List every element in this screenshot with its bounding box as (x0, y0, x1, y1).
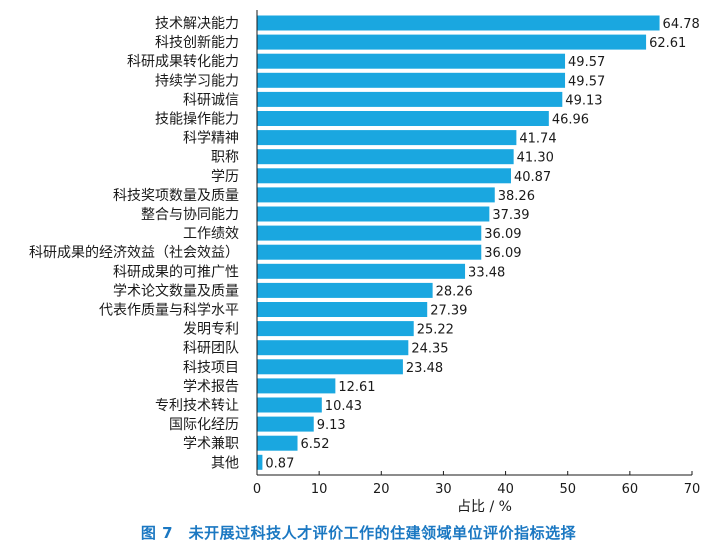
category-label: 发明专利 (183, 322, 239, 338)
bar-9 (257, 168, 511, 184)
bar-24 (257, 454, 263, 470)
bar-1 (257, 15, 660, 31)
category-label: 国际化经历 (169, 417, 239, 433)
category-label: 科研诚信 (183, 92, 239, 108)
value-label: 49.13 (565, 93, 602, 108)
value-label: 28.26 (436, 284, 473, 299)
bar-5 (257, 91, 563, 107)
value-label: 64.78 (663, 17, 700, 32)
bar-14 (257, 263, 466, 279)
x-ticks: 0 10 20 30 40 50 60 70 (253, 471, 700, 497)
category-label: 代表作质量与科学水平 (99, 303, 239, 319)
bar-20 (257, 378, 336, 394)
bar-16 (257, 302, 428, 317)
value-label: 10.43 (325, 399, 362, 414)
category-label: 科研成果的经济效益（社会效益） (29, 245, 239, 261)
value-label: 0.87 (265, 456, 294, 471)
value-label: 36.09 (484, 227, 521, 242)
x-axis-title: 占比 / % (457, 499, 512, 515)
value-label: 38.26 (498, 189, 535, 204)
value-label: 27.39 (430, 304, 467, 319)
value-label: 41.74 (519, 132, 556, 147)
bar-10 (257, 187, 495, 203)
category-label: 科学精神 (183, 131, 239, 147)
value-label: 6.52 (301, 437, 330, 452)
category-label: 学术报告 (183, 379, 239, 395)
category-label: 科研成果转化能力 (127, 54, 239, 70)
bar-8 (257, 149, 514, 165)
bar-23 (257, 435, 298, 451)
axes (256, 10, 692, 476)
value-labels: 64.78 62.61 49.57 49.57 49.13 46.96 41.74 41.30… (265, 17, 699, 471)
bar-11 (257, 206, 490, 222)
value-label: 49.57 (568, 74, 605, 89)
bar-22 (257, 416, 314, 432)
value-label: 24.35 (411, 342, 448, 357)
value-label: 62.61 (649, 36, 686, 51)
bar-12 (257, 225, 482, 241)
value-label: 46.96 (552, 113, 589, 128)
bar-17 (257, 321, 414, 337)
x-tick-label: 50 (559, 482, 576, 497)
x-tick-label: 0 (253, 482, 261, 497)
x-tick-label: 30 (435, 482, 452, 497)
category-label: 职称 (211, 150, 239, 166)
category-labels: 技术解决能力科技创新能力科研成果转化能力持续学习能力科研诚信技能操作能力科学精神… (29, 16, 239, 471)
category-label: 学术论文数量及质量 (113, 283, 239, 299)
x-tick-label: 10 (311, 482, 328, 497)
figure-caption: 图 7 未开展过科技人才评价工作的住建领域单位评价指标选择 (140, 524, 577, 542)
bar-15 (257, 282, 433, 298)
bar-21 (257, 397, 322, 413)
category-label: 科技项目 (183, 360, 239, 376)
bar-2 (257, 34, 647, 50)
value-label: 41.30 (517, 151, 554, 166)
value-label: 36.09 (484, 246, 521, 261)
category-label: 技能操作能力 (155, 112, 239, 128)
bar-6 (257, 111, 549, 126)
x-tick-label: 60 (622, 482, 639, 497)
bar-chart: 技术解决能力科技创新能力科研成果转化能力持续学习能力科研诚信技能操作能力科学精神… (29, 10, 700, 515)
x-tick-label: 20 (373, 482, 390, 497)
category-label: 专利技术转让 (155, 398, 239, 414)
bars-group (257, 15, 660, 470)
value-label: 37.39 (492, 208, 529, 223)
bar-19 (257, 359, 403, 375)
value-label: 25.22 (417, 323, 454, 338)
category-label: 学历 (211, 169, 239, 185)
value-label: 33.48 (468, 265, 505, 280)
bar-7 (257, 130, 517, 146)
category-label: 整合与协同能力 (141, 207, 239, 223)
category-label: 工作绩效 (183, 226, 239, 242)
category-label: 科研团队 (183, 341, 239, 357)
category-label: 持续学习能力 (155, 72, 239, 89)
bar-3 (257, 53, 566, 69)
category-label: 科研成果的可推广性 (113, 264, 239, 280)
value-label: 23.48 (406, 361, 443, 376)
category-label: 其他 (211, 455, 239, 471)
category-label: 学术兼职 (183, 436, 239, 452)
value-label: 9.13 (317, 418, 346, 433)
bar-13 (257, 244, 482, 260)
bar-18 (257, 340, 409, 356)
category-label: 科技奖项数量及质量 (113, 187, 239, 204)
value-label: 49.57 (568, 55, 605, 70)
x-tick-label: 70 (684, 482, 701, 497)
x-tick-label: 40 (497, 482, 514, 497)
category-label: 科技创新能力 (155, 35, 239, 51)
value-label: 40.87 (514, 170, 551, 185)
value-label: 12.61 (338, 380, 375, 395)
bar-4 (257, 72, 566, 88)
category-label: 技术解决能力 (155, 16, 239, 32)
